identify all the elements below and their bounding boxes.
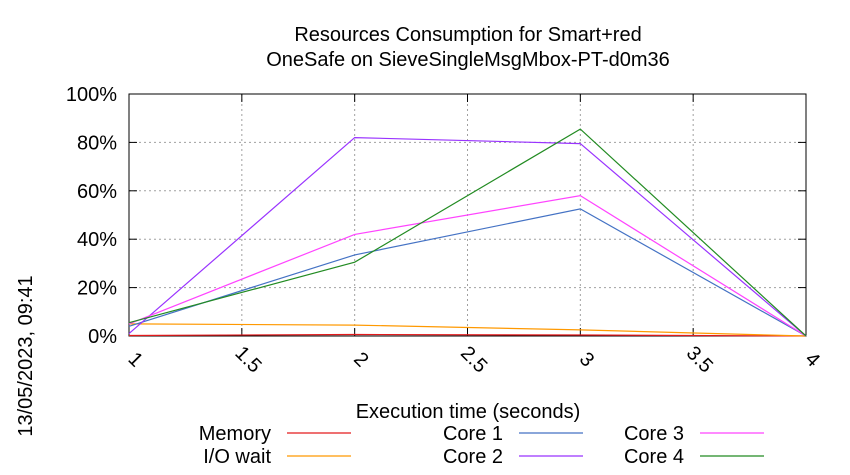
series-line-core-4	[128, 128, 807, 337]
series-line-core-3	[128, 194, 807, 337]
y-tick-label: 60%	[77, 181, 117, 203]
legend-label-core-4: Core 4	[624, 446, 684, 468]
legend-label-core-3: Core 3	[624, 423, 684, 445]
legend-label-i-o-wait: I/O wait	[203, 446, 271, 468]
series-line-memory	[128, 333, 807, 337]
data-series	[128, 128, 807, 337]
y-tick-label: 100%	[66, 84, 117, 106]
chart-title-line-1: Resources Consumption for Smart+red	[294, 24, 641, 46]
legend-label-core-1: Core 1	[443, 423, 503, 445]
y-tick-label: 40%	[77, 229, 117, 251]
timestamp-label: 13/05/2023, 09:41	[15, 275, 37, 436]
series-line-core-1	[128, 208, 807, 337]
legend-label-memory: Memory	[199, 423, 271, 445]
chart-title-line-2: OneSafe on SieveSingleMsgMbox-PT-d0m36	[266, 49, 670, 71]
plot-border	[128, 93, 807, 337]
legend-label-core-2: Core 2	[443, 446, 503, 468]
y-tick-label: 0%	[88, 326, 117, 348]
x-axis-label: Execution time (seconds)	[356, 401, 581, 423]
series-line-i-o-wait	[128, 323, 807, 337]
y-tick-label: 80%	[77, 132, 117, 154]
tick-labels: 0%20%40%60%80%100%1 1.5 2 2.5 3 3.5 4	[66, 84, 824, 377]
series-line-core-2	[128, 136, 807, 337]
y-tick-label: 20%	[77, 278, 117, 300]
axes	[128, 93, 807, 337]
